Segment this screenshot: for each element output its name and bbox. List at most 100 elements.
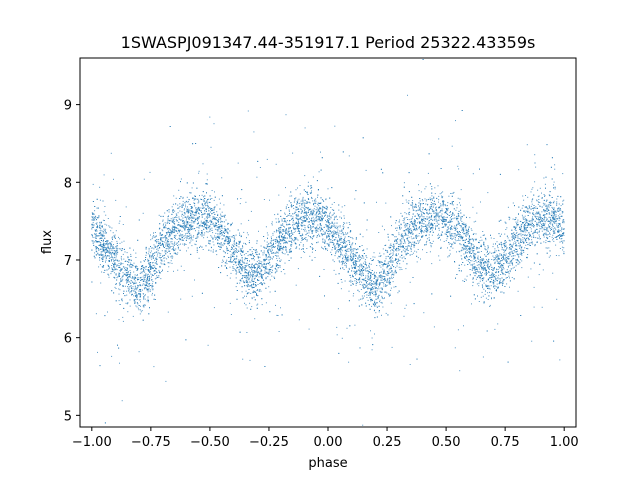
data-point [201, 225, 203, 227]
data-point [530, 230, 532, 232]
data-point [290, 245, 292, 247]
data-point [339, 226, 341, 228]
data-point [347, 258, 349, 260]
data-point [402, 230, 404, 232]
data-point [183, 220, 185, 222]
data-point [316, 236, 318, 238]
data-point [134, 286, 136, 288]
data-point [432, 219, 433, 221]
data-point [245, 268, 246, 270]
data-point [222, 260, 224, 262]
data-point [178, 230, 180, 232]
data-point [515, 227, 517, 229]
data-point [368, 266, 370, 268]
data-point [214, 228, 216, 230]
data-point [106, 240, 108, 241]
data-point [259, 256, 261, 258]
data-point [314, 199, 316, 201]
data-point [497, 272, 499, 273]
data-point [552, 272, 554, 274]
data-point [95, 246, 97, 248]
data-point [173, 250, 175, 252]
data-point [471, 247, 473, 249]
data-point [515, 265, 517, 267]
data-point [538, 230, 540, 232]
data-point [210, 250, 212, 252]
data-point [492, 243, 494, 245]
data-point [361, 295, 363, 297]
data-point [364, 263, 366, 265]
data-point [256, 261, 258, 263]
data-point [505, 245, 506, 247]
data-point [101, 266, 103, 268]
data-point [217, 220, 219, 222]
data-point [478, 301, 480, 302]
data-point [407, 231, 409, 233]
data-point [335, 233, 337, 235]
data-point [349, 231, 351, 233]
data-point [407, 219, 408, 220]
data-point [183, 214, 185, 216]
data-point [388, 261, 390, 263]
data-point [286, 223, 288, 225]
data-point [329, 218, 331, 220]
data-point [93, 236, 95, 238]
data-point [96, 235, 98, 237]
data-point [347, 248, 349, 250]
data-point [527, 244, 529, 246]
data-point [102, 250, 104, 252]
data-point [540, 216, 542, 218]
data-point [297, 268, 299, 270]
data-point [164, 250, 166, 252]
data-point [122, 320, 124, 322]
data-point [285, 229, 287, 231]
data-point [347, 240, 349, 242]
data-point [529, 227, 531, 228]
data-point [172, 203, 174, 205]
data-point [344, 241, 346, 243]
data-point [305, 230, 307, 232]
data-point [226, 237, 228, 239]
data-point [139, 281, 141, 283]
data-point [112, 247, 114, 249]
data-point [497, 255, 499, 257]
data-point [370, 284, 372, 286]
data-point [478, 242, 480, 244]
data-point [95, 223, 97, 224]
data-point [552, 226, 554, 227]
data-point [193, 215, 195, 217]
data-point [200, 207, 202, 209]
data-point [145, 268, 147, 270]
data-point [151, 287, 153, 289]
data-point [240, 280, 242, 282]
data-point [438, 233, 439, 235]
data-point [426, 252, 428, 253]
data-point [154, 259, 156, 261]
data-point [197, 206, 199, 208]
data-point [233, 256, 235, 258]
data-point [274, 277, 276, 279]
data-point [449, 212, 451, 214]
data-point [149, 264, 151, 266]
data-point [533, 214, 535, 216]
data-point [309, 227, 311, 228]
data-point [394, 239, 396, 241]
data-point [177, 252, 179, 254]
data-point [550, 223, 552, 225]
data-point [435, 206, 437, 208]
data-point [336, 334, 338, 336]
data-point [399, 242, 401, 244]
data-point [370, 279, 372, 281]
data-point [498, 261, 500, 263]
data-point [515, 232, 517, 234]
data-point [423, 216, 425, 218]
data-point [444, 220, 446, 222]
data-point [360, 269, 362, 271]
data-point [270, 242, 272, 244]
data-point [264, 271, 266, 273]
data-point [482, 235, 484, 236]
data-point [426, 224, 428, 226]
data-point [422, 200, 424, 202]
data-point [100, 282, 102, 284]
data-point [340, 252, 342, 254]
